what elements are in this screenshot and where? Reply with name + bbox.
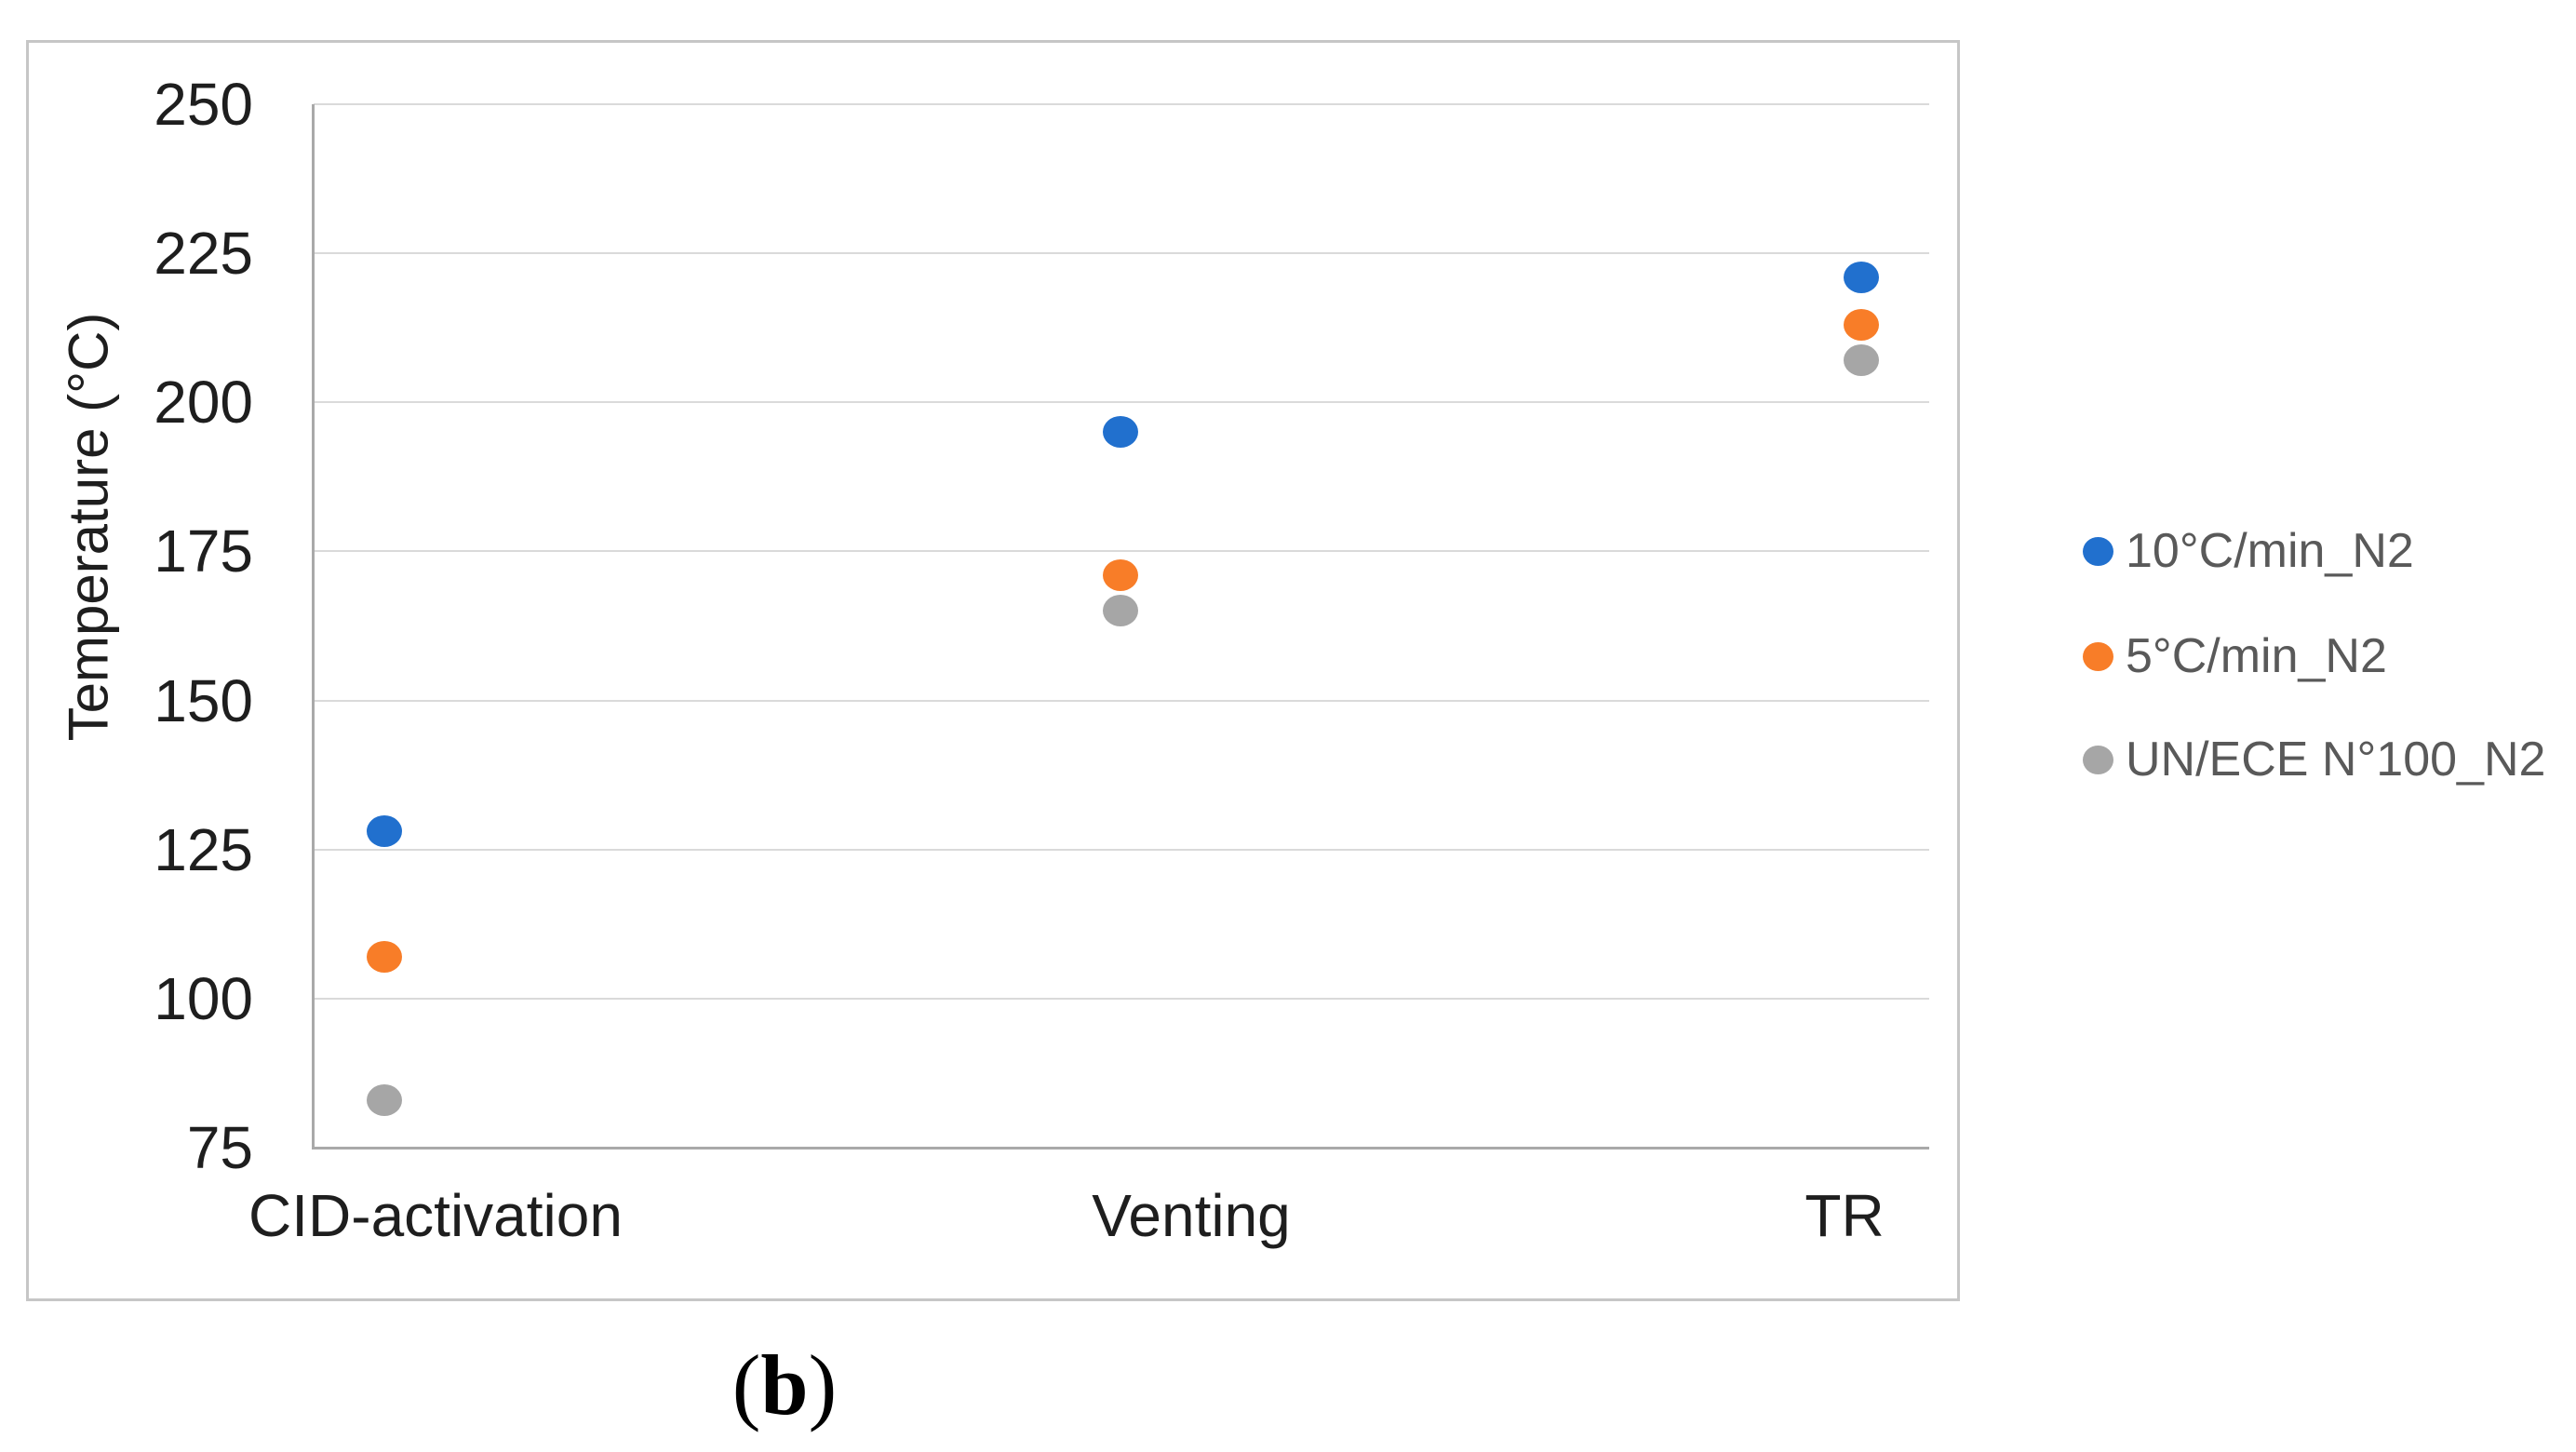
x-category-label-tr: TR <box>1805 1182 1885 1249</box>
legend-item-un-ece-n-100-n2: UN/ECE N°100_N2 <box>2083 731 2545 788</box>
data-point-5-c-min-n2-venting <box>1103 559 1138 592</box>
chart-figure <box>26 40 1960 1301</box>
legend-marker-icon <box>2083 745 2113 774</box>
y-tick-label-250: 250 <box>154 71 253 138</box>
figure-caption: (b) <box>732 1340 837 1430</box>
gridline-200 <box>314 401 1929 404</box>
caption-letter: b <box>760 1338 809 1432</box>
caption-paren-close: ) <box>808 1338 838 1432</box>
legend-label: UN/ECE N°100_N2 <box>2126 733 2546 786</box>
y-tick-label-125: 125 <box>154 815 253 883</box>
x-category-label-cid-activation: CID-activation <box>248 1182 623 1249</box>
y-tick-label-150: 150 <box>154 666 253 734</box>
gridline-125 <box>314 848 1929 851</box>
gridline-250 <box>314 103 1929 105</box>
legend-marker-icon <box>2083 536 2113 566</box>
data-point-5-c-min-n2-cid-activation <box>367 941 402 974</box>
legend-item-10-c-min-n2: 10°C/min_N2 <box>2083 522 2414 580</box>
legend-label: 5°C/min_N2 <box>2126 629 2387 683</box>
data-point-5-c-min-n2-tr <box>1844 309 1879 341</box>
data-point-10-c-min-n2-tr <box>1844 261 1879 293</box>
data-point-un-ece-n-100-n2-cid-activation <box>367 1083 402 1116</box>
data-point-un-ece-n-100-n2-venting <box>1103 595 1138 627</box>
data-point-10-c-min-n2-venting <box>1103 416 1138 449</box>
y-axis-line <box>312 104 315 1150</box>
y-tick-label-225: 225 <box>154 220 253 288</box>
caption-paren-open: ( <box>731 1338 761 1432</box>
legend-item-5-c-min-n2: 5°C/min_N2 <box>2083 627 2387 685</box>
gridline-175 <box>314 550 1929 553</box>
data-point-un-ece-n-100-n2-tr <box>1844 344 1879 377</box>
gridline-150 <box>314 699 1929 702</box>
x-axis-line <box>312 1147 1929 1150</box>
legend-marker-icon <box>2083 641 2113 671</box>
gridline-100 <box>314 997 1929 1000</box>
y-tick-label-200: 200 <box>154 369 253 437</box>
y-tick-label-100: 100 <box>154 964 253 1032</box>
x-category-label-venting: Venting <box>1092 1182 1291 1249</box>
data-point-10-c-min-n2-cid-activation <box>367 815 402 848</box>
legend-label: 10°C/min_N2 <box>2126 524 2414 578</box>
gridline-225 <box>314 252 1929 255</box>
y-tick-label-75: 75 <box>186 1114 253 1181</box>
y-tick-label-175: 175 <box>154 518 253 585</box>
